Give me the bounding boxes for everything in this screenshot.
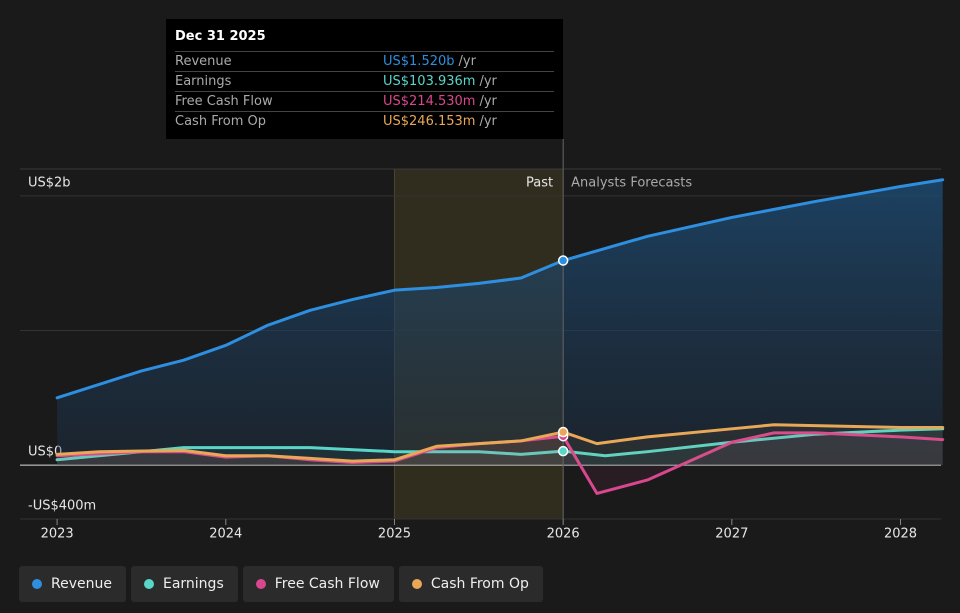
x-tick-label: 2028 bbox=[884, 527, 917, 542]
tooltip-name: Earnings bbox=[175, 74, 232, 89]
tooltip-name: Cash From Op bbox=[175, 114, 267, 129]
tooltip-row: Revenue US$1.520b/yr bbox=[175, 51, 554, 71]
x-tick-label: 2023 bbox=[41, 527, 74, 542]
y-tick-label: US$0 bbox=[28, 445, 62, 460]
x-tick-label: 2026 bbox=[547, 527, 580, 542]
chart: US$2b US$0 -US$400m 2023 2024 2025 2026 2027 202… bbox=[20, 139, 945, 542]
tooltip-value: US$214.530m bbox=[383, 94, 476, 109]
x-tick-label: 2025 bbox=[378, 527, 411, 542]
legend-item[interactable]: Earnings bbox=[130, 566, 238, 602]
legend-label: Free Cash Flow bbox=[274, 576, 380, 592]
tooltip: Dec 31 2025 Revenue US$1.520b/yr Earnings US… bbox=[166, 19, 563, 139]
tooltip-name: Revenue bbox=[175, 54, 232, 69]
legend-label: Cash From Op bbox=[430, 576, 529, 592]
marker bbox=[557, 255, 569, 266]
x-tick-label: 2027 bbox=[715, 527, 748, 542]
tooltip-unit: /yr bbox=[479, 114, 497, 129]
area bbox=[57, 179, 943, 466]
tooltip-value: US$246.153m bbox=[383, 114, 476, 129]
legend-item[interactable]: Free Cash Flow bbox=[242, 566, 394, 602]
legend-swatch bbox=[255, 579, 266, 589]
legend-label: Revenue bbox=[51, 576, 112, 592]
legend-swatch bbox=[32, 579, 42, 589]
marker bbox=[557, 445, 569, 457]
marker bbox=[557, 426, 569, 438]
tooltip-row: Earnings US$103.936m/yr bbox=[175, 71, 554, 91]
line bbox=[55, 178, 945, 400]
tooltip-unit: /yr bbox=[458, 54, 476, 69]
y-tick-label: -US$400m bbox=[28, 499, 96, 514]
legend-swatch bbox=[411, 579, 422, 589]
tooltip-row: Cash From Op US$246.153m/yr bbox=[175, 111, 554, 131]
legend: Revenue Earnings Free Cash Flow Cash From O… bbox=[19, 566, 543, 602]
x-tick-label: 2024 bbox=[209, 527, 242, 542]
tooltip-unit: /yr bbox=[479, 74, 497, 89]
legend-item[interactable]: Revenue bbox=[19, 566, 126, 602]
tooltip-name: Free Cash Flow bbox=[175, 94, 273, 109]
area bbox=[57, 424, 943, 466]
y-tick-label: US$2b bbox=[28, 175, 71, 190]
tooltip-value: US$103.936m bbox=[383, 74, 476, 89]
line bbox=[55, 427, 945, 462]
line bbox=[55, 423, 945, 463]
past-label: Past bbox=[526, 176, 553, 191]
legend-label: Earnings bbox=[162, 576, 224, 592]
tooltip-date: Dec 31 2025 bbox=[175, 29, 266, 44]
legend-swatch bbox=[143, 579, 154, 589]
tooltip-value: US$1.520b bbox=[383, 54, 455, 69]
tooltip-unit: /yr bbox=[479, 94, 497, 109]
tooltip-row: Free Cash Flow US$214.530m/yr bbox=[175, 91, 554, 111]
legend-item[interactable]: Cash From Op bbox=[398, 566, 543, 602]
forecast-label: Analysts Forecasts bbox=[571, 176, 692, 191]
